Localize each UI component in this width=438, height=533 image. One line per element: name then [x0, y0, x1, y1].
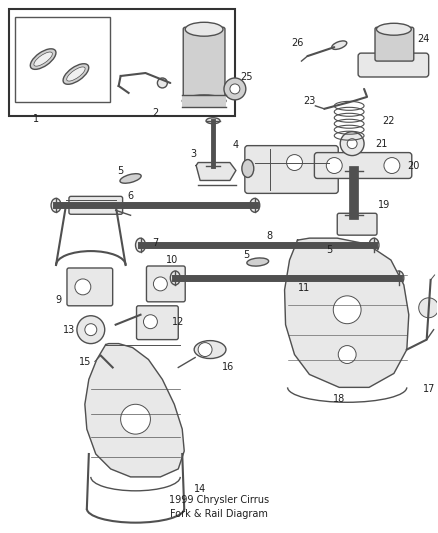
FancyBboxPatch shape — [358, 53, 429, 77]
Text: 1: 1 — [33, 114, 39, 124]
Ellipse shape — [377, 23, 411, 35]
Ellipse shape — [330, 158, 340, 173]
Circle shape — [347, 139, 357, 149]
Ellipse shape — [242, 159, 254, 177]
Circle shape — [157, 78, 167, 88]
Ellipse shape — [194, 341, 226, 359]
Text: 17: 17 — [423, 384, 435, 394]
Text: 6: 6 — [127, 191, 134, 201]
Text: 1999 Chrysler Cirrus
Fork & Rail Diagram: 1999 Chrysler Cirrus Fork & Rail Diagram — [169, 495, 269, 519]
Text: 20: 20 — [408, 160, 420, 171]
FancyBboxPatch shape — [15, 17, 110, 102]
Ellipse shape — [311, 254, 332, 262]
Ellipse shape — [247, 258, 268, 266]
Ellipse shape — [185, 22, 223, 36]
Text: 18: 18 — [333, 394, 345, 405]
Circle shape — [286, 155, 303, 171]
Text: 15: 15 — [79, 357, 91, 367]
Text: 13: 13 — [63, 325, 75, 335]
FancyBboxPatch shape — [69, 196, 123, 214]
FancyBboxPatch shape — [137, 306, 178, 340]
Circle shape — [144, 315, 157, 329]
Text: 2: 2 — [152, 108, 159, 118]
Polygon shape — [285, 238, 409, 387]
Circle shape — [384, 158, 400, 173]
Text: 5: 5 — [243, 250, 249, 260]
Circle shape — [153, 277, 167, 291]
FancyBboxPatch shape — [182, 95, 226, 107]
FancyBboxPatch shape — [337, 213, 377, 235]
Ellipse shape — [34, 52, 53, 66]
Text: 5: 5 — [326, 245, 332, 255]
Ellipse shape — [67, 67, 85, 81]
Circle shape — [340, 132, 364, 156]
Ellipse shape — [170, 271, 180, 285]
Text: 5: 5 — [117, 166, 124, 175]
Circle shape — [338, 345, 356, 364]
Text: 3: 3 — [190, 149, 196, 159]
Ellipse shape — [182, 95, 226, 107]
Ellipse shape — [51, 198, 61, 212]
Text: 22: 22 — [383, 116, 395, 126]
FancyBboxPatch shape — [67, 268, 113, 306]
Text: 14: 14 — [194, 484, 206, 494]
Text: 16: 16 — [222, 362, 234, 373]
Polygon shape — [196, 163, 236, 181]
Circle shape — [333, 296, 361, 324]
Ellipse shape — [63, 64, 89, 84]
Circle shape — [120, 404, 150, 434]
Circle shape — [77, 316, 105, 344]
FancyBboxPatch shape — [314, 152, 412, 179]
Text: 12: 12 — [172, 317, 184, 327]
Ellipse shape — [120, 174, 141, 183]
Text: 8: 8 — [267, 231, 273, 241]
FancyBboxPatch shape — [9, 10, 235, 116]
Text: 23: 23 — [303, 96, 316, 106]
Ellipse shape — [206, 118, 220, 124]
FancyBboxPatch shape — [375, 27, 414, 61]
Circle shape — [419, 298, 438, 318]
Ellipse shape — [345, 166, 363, 174]
Ellipse shape — [230, 84, 240, 94]
Polygon shape — [85, 344, 184, 477]
Circle shape — [198, 343, 212, 357]
FancyBboxPatch shape — [245, 146, 338, 193]
FancyBboxPatch shape — [146, 266, 185, 302]
Ellipse shape — [332, 41, 347, 50]
Text: 25: 25 — [240, 72, 253, 82]
Ellipse shape — [369, 238, 379, 252]
Text: 24: 24 — [417, 34, 430, 44]
Text: 21: 21 — [375, 139, 387, 149]
FancyBboxPatch shape — [183, 27, 225, 103]
Text: 4: 4 — [233, 140, 239, 150]
Text: 19: 19 — [378, 200, 390, 211]
Text: 11: 11 — [298, 283, 311, 293]
Text: 26: 26 — [291, 38, 304, 48]
Text: 7: 7 — [152, 238, 159, 248]
Ellipse shape — [394, 271, 404, 285]
Ellipse shape — [224, 78, 246, 100]
Ellipse shape — [30, 49, 56, 69]
Circle shape — [85, 324, 97, 336]
Ellipse shape — [250, 198, 260, 212]
Text: 10: 10 — [166, 255, 178, 265]
Circle shape — [326, 158, 342, 173]
Ellipse shape — [135, 238, 145, 252]
Text: 9: 9 — [55, 295, 61, 305]
Circle shape — [75, 279, 91, 295]
